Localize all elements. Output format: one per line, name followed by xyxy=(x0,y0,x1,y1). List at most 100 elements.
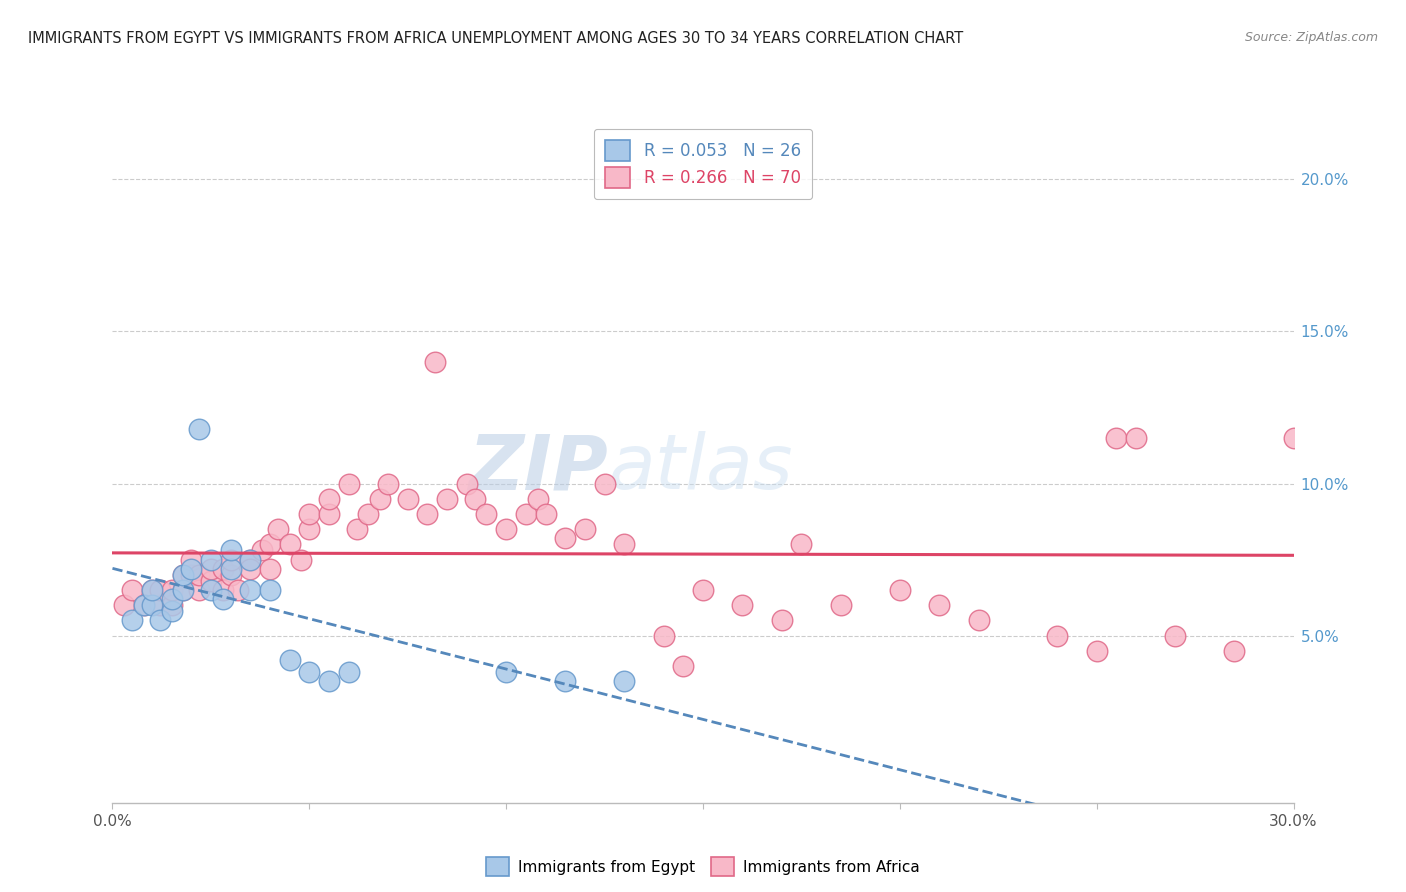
Point xyxy=(416,507,439,521)
Point xyxy=(346,522,368,536)
Point xyxy=(211,592,233,607)
Point xyxy=(456,476,478,491)
Point xyxy=(593,476,616,491)
Point xyxy=(172,582,194,597)
Point xyxy=(436,491,458,506)
Point xyxy=(298,522,321,536)
Point xyxy=(228,582,250,597)
Point xyxy=(160,598,183,612)
Point xyxy=(141,582,163,597)
Point xyxy=(188,567,211,582)
Text: IMMIGRANTS FROM EGYPT VS IMMIGRANTS FROM AFRICA UNEMPLOYMENT AMONG AGES 30 TO 34: IMMIGRANTS FROM EGYPT VS IMMIGRANTS FROM… xyxy=(28,31,963,46)
Text: ZIP: ZIP xyxy=(468,432,609,505)
Point xyxy=(278,537,301,551)
Point xyxy=(259,562,281,576)
Point xyxy=(1105,431,1128,445)
Point xyxy=(495,665,517,679)
Text: atlas: atlas xyxy=(609,432,793,505)
Point xyxy=(219,562,242,576)
Point xyxy=(368,491,391,506)
Point xyxy=(554,674,576,689)
Point xyxy=(180,567,202,582)
Point xyxy=(337,665,360,679)
Point xyxy=(278,653,301,667)
Point xyxy=(180,562,202,576)
Point xyxy=(239,552,262,566)
Point xyxy=(219,567,242,582)
Point xyxy=(200,582,222,597)
Point xyxy=(1282,431,1305,445)
Point xyxy=(613,674,636,689)
Point xyxy=(141,582,163,597)
Text: Source: ZipAtlas.com: Source: ZipAtlas.com xyxy=(1244,31,1378,45)
Point xyxy=(1125,431,1147,445)
Point xyxy=(160,582,183,597)
Point xyxy=(534,507,557,521)
Point xyxy=(515,507,537,521)
Point xyxy=(464,491,486,506)
Point xyxy=(928,598,950,612)
Point xyxy=(141,598,163,612)
Point xyxy=(298,665,321,679)
Point xyxy=(267,522,290,536)
Point xyxy=(318,491,340,506)
Point xyxy=(613,537,636,551)
Point xyxy=(172,567,194,582)
Point xyxy=(1164,628,1187,642)
Point xyxy=(692,582,714,597)
Point xyxy=(121,613,143,627)
Point xyxy=(259,537,281,551)
Point xyxy=(160,592,183,607)
Point xyxy=(200,552,222,566)
Point xyxy=(672,659,695,673)
Point xyxy=(250,543,273,558)
Point xyxy=(239,562,262,576)
Point xyxy=(770,613,793,627)
Point xyxy=(830,598,852,612)
Point xyxy=(574,522,596,536)
Point xyxy=(298,507,321,521)
Point xyxy=(526,491,548,506)
Point xyxy=(652,628,675,642)
Point xyxy=(149,598,172,612)
Point xyxy=(149,613,172,627)
Point xyxy=(259,582,281,597)
Point xyxy=(200,562,222,576)
Point xyxy=(475,507,498,521)
Point xyxy=(377,476,399,491)
Point xyxy=(188,422,211,436)
Legend: Immigrants from Egypt, Immigrants from Africa: Immigrants from Egypt, Immigrants from A… xyxy=(481,851,925,882)
Point xyxy=(132,598,155,612)
Point xyxy=(731,598,754,612)
Point xyxy=(200,574,222,588)
Point xyxy=(1223,644,1246,658)
Point xyxy=(554,531,576,545)
Point xyxy=(121,582,143,597)
Point xyxy=(239,552,262,566)
Point xyxy=(132,598,155,612)
Point xyxy=(180,552,202,566)
Point xyxy=(211,562,233,576)
Point xyxy=(219,552,242,566)
Point xyxy=(172,582,194,597)
Point xyxy=(790,537,813,551)
Point xyxy=(337,476,360,491)
Point xyxy=(239,582,262,597)
Point xyxy=(149,582,172,597)
Point xyxy=(219,543,242,558)
Point xyxy=(188,582,211,597)
Point xyxy=(160,604,183,618)
Point xyxy=(1085,644,1108,658)
Point xyxy=(889,582,911,597)
Point xyxy=(495,522,517,536)
Point xyxy=(318,674,340,689)
Point xyxy=(1046,628,1069,642)
Point xyxy=(112,598,135,612)
Point xyxy=(396,491,419,506)
Point xyxy=(967,613,990,627)
Point xyxy=(211,582,233,597)
Point xyxy=(172,567,194,582)
Point xyxy=(357,507,380,521)
Point xyxy=(318,507,340,521)
Point xyxy=(290,552,312,566)
